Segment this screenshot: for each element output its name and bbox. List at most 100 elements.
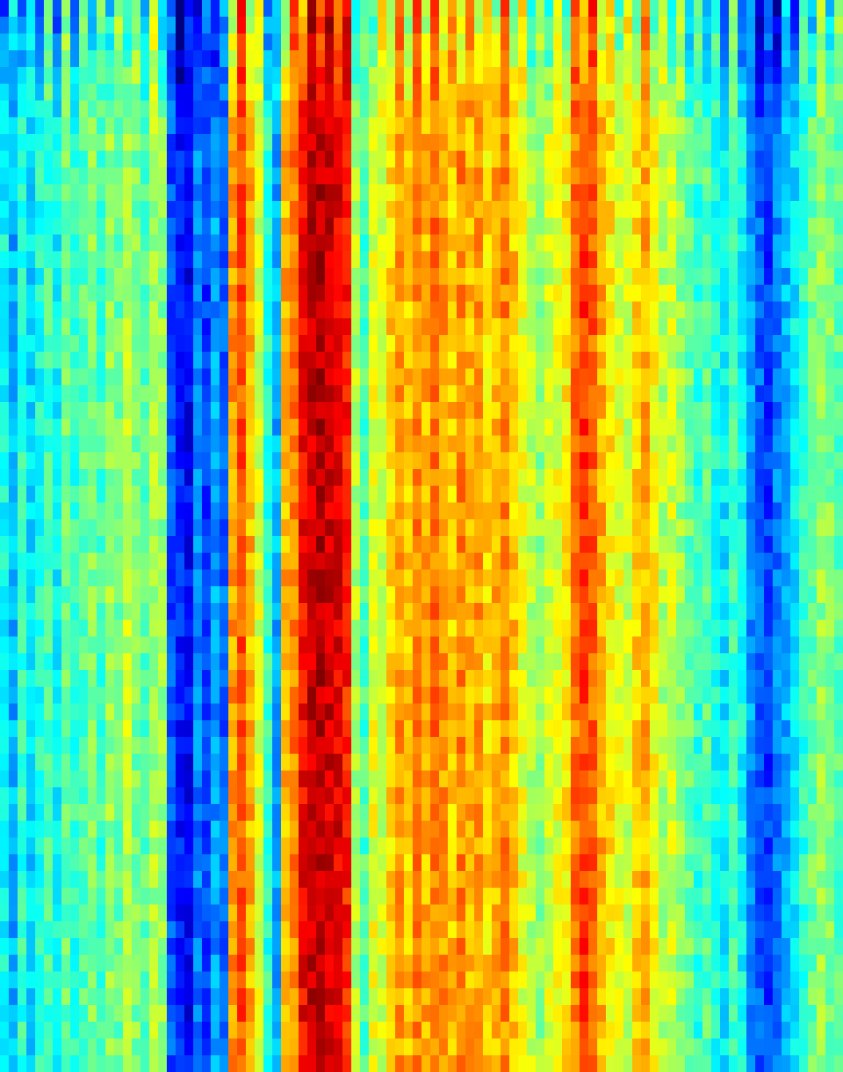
heatmap-cell bbox=[17, 1055, 27, 1072]
heatmap-cell bbox=[360, 569, 370, 587]
heatmap-cell bbox=[219, 33, 229, 51]
heatmap-cell bbox=[26, 0, 36, 18]
heatmap-cell bbox=[219, 385, 229, 403]
heatmap-cell bbox=[324, 0, 335, 18]
heatmap-cell bbox=[509, 234, 519, 252]
heatmap-cell bbox=[289, 251, 300, 269]
heatmap-cell bbox=[96, 703, 106, 721]
heatmap-cell bbox=[386, 787, 396, 805]
heatmap-cell bbox=[272, 938, 282, 956]
heatmap-cell bbox=[430, 569, 440, 587]
heatmap-cell bbox=[333, 485, 344, 504]
heatmap-cell bbox=[579, 636, 589, 654]
heatmap-cell bbox=[553, 469, 563, 487]
heatmap-cell bbox=[35, 67, 45, 85]
heatmap-cell bbox=[342, 117, 352, 135]
heatmap-cell bbox=[588, 1055, 598, 1072]
heatmap-cell bbox=[465, 318, 475, 336]
heatmap-cell bbox=[562, 921, 572, 939]
heatmap-cell bbox=[26, 703, 36, 721]
heatmap-cell bbox=[79, 820, 89, 839]
heatmap-cell bbox=[324, 787, 335, 805]
heatmap-cell bbox=[184, 469, 194, 487]
heatmap-cell bbox=[149, 502, 159, 520]
heatmap-cell bbox=[316, 686, 326, 705]
heatmap-cell bbox=[491, 67, 502, 85]
heatmap-cell bbox=[570, 134, 581, 152]
heatmap-cell bbox=[351, 335, 361, 353]
heatmap-cell bbox=[570, 435, 581, 453]
heatmap-cell bbox=[184, 569, 194, 587]
heatmap-cell bbox=[377, 284, 387, 303]
heatmap-cell bbox=[553, 653, 563, 671]
heatmap-cell bbox=[105, 804, 115, 822]
heatmap-cell bbox=[553, 284, 563, 303]
heatmap-cell bbox=[131, 50, 142, 68]
heatmap-cell bbox=[456, 33, 467, 51]
heatmap-cell bbox=[52, 837, 63, 855]
heatmap-cell bbox=[544, 469, 554, 487]
heatmap-cell bbox=[430, 686, 440, 705]
heatmap-cell bbox=[166, 921, 177, 939]
heatmap-cell bbox=[447, 485, 458, 504]
heatmap-cell bbox=[272, 351, 282, 370]
heatmap-cell bbox=[307, 737, 317, 755]
heatmap-cell bbox=[623, 753, 633, 772]
heatmap-cell bbox=[500, 167, 510, 185]
heatmap-cell bbox=[360, 368, 370, 386]
heatmap-cell bbox=[544, 954, 554, 973]
heatmap-cell bbox=[52, 954, 63, 973]
heatmap-cell bbox=[570, 703, 581, 721]
heatmap-cell bbox=[333, 536, 344, 554]
heatmap-cell bbox=[395, 368, 405, 386]
heatmap-cell bbox=[570, 418, 581, 437]
heatmap-cell bbox=[298, 753, 308, 772]
heatmap-cell bbox=[114, 603, 124, 621]
heatmap-cell bbox=[641, 452, 651, 470]
heatmap-cell bbox=[518, 418, 528, 437]
heatmap-cell bbox=[342, 100, 352, 118]
heatmap-cell bbox=[175, 619, 186, 638]
heatmap-cell bbox=[649, 686, 660, 705]
heatmap-cell bbox=[605, 16, 616, 35]
heatmap-cell bbox=[667, 268, 677, 286]
heatmap-cell bbox=[307, 33, 317, 51]
heatmap-cell bbox=[166, 217, 177, 236]
heatmap-cell bbox=[114, 1021, 124, 1040]
heatmap-cell bbox=[228, 536, 238, 554]
heatmap-cell bbox=[474, 804, 484, 822]
heatmap-cell bbox=[0, 469, 10, 487]
heatmap-cell bbox=[641, 502, 651, 520]
heatmap-cell bbox=[298, 134, 308, 152]
heatmap-cell bbox=[570, 737, 581, 755]
heatmap-cell bbox=[79, 904, 89, 922]
heatmap-cell bbox=[17, 167, 27, 185]
heatmap-cell bbox=[87, 770, 98, 788]
heatmap-cell bbox=[17, 67, 27, 85]
heatmap-cell bbox=[518, 954, 528, 973]
heatmap-cell bbox=[377, 653, 387, 671]
heatmap-cell bbox=[641, 820, 651, 839]
heatmap-cell bbox=[122, 670, 133, 688]
heatmap-cell bbox=[676, 1038, 686, 1056]
heatmap-cell bbox=[403, 167, 414, 185]
heatmap-cell bbox=[342, 954, 352, 973]
heatmap-cell bbox=[237, 100, 247, 118]
heatmap-cell bbox=[245, 301, 256, 319]
heatmap-cell bbox=[597, 83, 607, 102]
heatmap-cell bbox=[482, 686, 493, 705]
heatmap-cell bbox=[597, 201, 607, 219]
heatmap-cell bbox=[228, 0, 238, 18]
heatmap-cell bbox=[439, 854, 449, 872]
heatmap-cell bbox=[193, 536, 203, 554]
heatmap-cell bbox=[61, 820, 71, 839]
heatmap-cell bbox=[149, 619, 159, 638]
heatmap-cell bbox=[175, 871, 186, 889]
heatmap-cell bbox=[421, 284, 431, 303]
heatmap-cell bbox=[649, 820, 660, 839]
heatmap-cell bbox=[360, 167, 370, 185]
heatmap-cell bbox=[518, 385, 528, 403]
heatmap-cell bbox=[237, 301, 247, 319]
heatmap-cell bbox=[342, 134, 352, 152]
heatmap-cell bbox=[281, 50, 291, 68]
